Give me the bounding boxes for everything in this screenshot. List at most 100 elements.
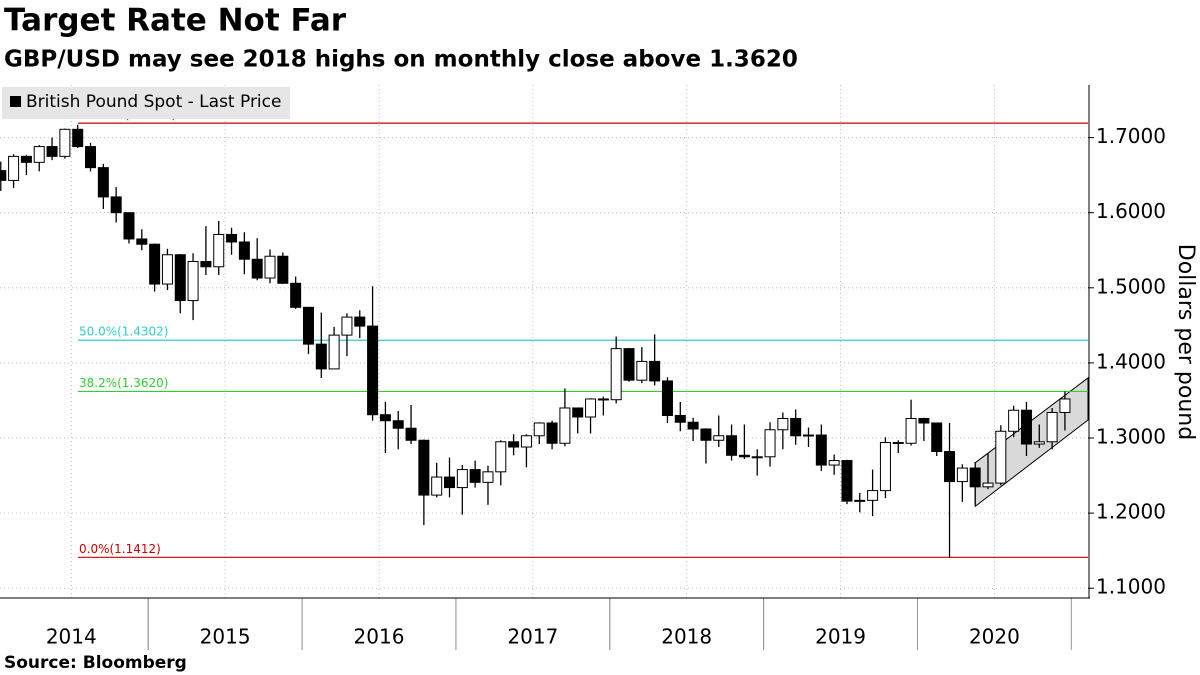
- candle-body: [777, 417, 789, 431]
- candle-body: [85, 146, 97, 169]
- candle-body: [46, 146, 58, 157]
- candle-body: [277, 255, 289, 284]
- candle-body: [431, 476, 443, 496]
- candle-body: [931, 422, 943, 453]
- x-tick-label: 2014: [46, 625, 97, 649]
- candle-body: [674, 414, 686, 423]
- candle-body: [251, 258, 263, 279]
- candle-body: [367, 325, 379, 416]
- candle-body: [0, 170, 7, 181]
- candle-body: [636, 360, 648, 381]
- candle-body: [482, 471, 494, 483]
- candle-body: [956, 467, 968, 483]
- legend-swatch: [10, 96, 21, 107]
- candle-body: [405, 427, 417, 441]
- level-label: 38.2%(1.3620): [79, 376, 168, 390]
- candle-body: [585, 398, 597, 418]
- candle-body: [649, 360, 661, 382]
- candle-body: [328, 334, 340, 370]
- candle-body: [187, 261, 199, 302]
- candle-body: [226, 233, 238, 243]
- candle-body: [1008, 409, 1020, 432]
- y-tick-label: 1.3000: [1096, 425, 1166, 449]
- candle-body: [597, 398, 609, 401]
- candle-body: [290, 282, 302, 308]
- candle-body: [392, 420, 404, 429]
- candle-body: [623, 348, 635, 381]
- candle-body: [72, 128, 84, 148]
- candle-body: [136, 238, 148, 245]
- x-tick-label: 2016: [354, 625, 405, 649]
- candle-body: [533, 422, 545, 437]
- candle-body: [149, 243, 161, 285]
- candle-body: [264, 255, 276, 279]
- candle-body: [1033, 441, 1045, 445]
- candle-body: [213, 233, 225, 268]
- candle-body: [1059, 398, 1071, 413]
- candle-body: [854, 499, 866, 502]
- candle-body: [520, 435, 532, 448]
- candle-body: [700, 428, 712, 441]
- candle-body: [418, 439, 430, 496]
- y-tick-label: 1.4000: [1096, 349, 1166, 373]
- candle-body: [1046, 411, 1058, 443]
- x-tick-label: 2018: [661, 625, 712, 649]
- level-label: 0.0%(1.1412): [79, 542, 161, 556]
- candle-body: [97, 167, 109, 198]
- candle-body: [379, 414, 391, 422]
- candle-body: [661, 380, 673, 416]
- source: Source: Bloomberg: [4, 653, 187, 673]
- y-tick-label: 1.7000: [1096, 124, 1166, 148]
- y-axis-label: Dollars per pound: [1173, 244, 1198, 440]
- x-tick-label: 2019: [815, 625, 866, 649]
- legend-label: British Pound Spot - Last Price: [26, 92, 281, 112]
- candle-body: [495, 441, 507, 473]
- candle-body: [559, 407, 571, 444]
- candle-body: [354, 316, 366, 327]
- candle-body: [444, 476, 456, 489]
- x-tick-label: 2015: [200, 625, 251, 649]
- candle-body: [33, 146, 45, 163]
- level-label: 50.0%(1.4302): [79, 325, 168, 339]
- candle-body: [508, 441, 520, 448]
- chart-title: Target Rate Not Far: [4, 3, 347, 39]
- candle-body: [802, 434, 814, 437]
- candle-body: [610, 348, 622, 401]
- candle-body: [815, 434, 827, 466]
- candle-body: [456, 469, 468, 489]
- candle-body: [969, 467, 981, 488]
- candle-body: [572, 407, 584, 418]
- candle-body: [828, 460, 840, 466]
- candle-body: [995, 430, 1007, 484]
- candle-body: [1020, 409, 1032, 445]
- y-tick-label: 1.5000: [1096, 274, 1166, 298]
- candle-body: [123, 212, 135, 240]
- candle-body: [790, 417, 802, 437]
- candle-body: [469, 469, 481, 483]
- candle-body: [341, 316, 353, 336]
- candle-body: [20, 155, 32, 163]
- candle-body: [546, 422, 558, 444]
- candle-body: [892, 442, 904, 445]
- candle-body: [8, 155, 20, 181]
- candle-body: [751, 456, 763, 459]
- candle-body: [302, 306, 314, 345]
- candle-body: [905, 417, 917, 444]
- y-tick-label: 1.2000: [1096, 500, 1166, 524]
- y-tick-label: 1.6000: [1096, 199, 1166, 223]
- candle-body: [174, 254, 186, 302]
- x-tick-label: 2017: [507, 625, 558, 649]
- y-tick-label: 1.1000: [1096, 575, 1166, 599]
- candle-body: [726, 435, 738, 456]
- candle-body: [764, 429, 776, 458]
- candle-body: [841, 460, 853, 502]
- candle-body: [738, 454, 750, 458]
- candle-body: [161, 254, 173, 285]
- candle-body: [918, 417, 930, 424]
- candle-body: [867, 490, 879, 501]
- candle-body: [879, 442, 891, 492]
- chart-subtitle: GBP/USD may see 2018 highs on monthly cl…: [4, 47, 798, 73]
- candle-body: [59, 128, 71, 157]
